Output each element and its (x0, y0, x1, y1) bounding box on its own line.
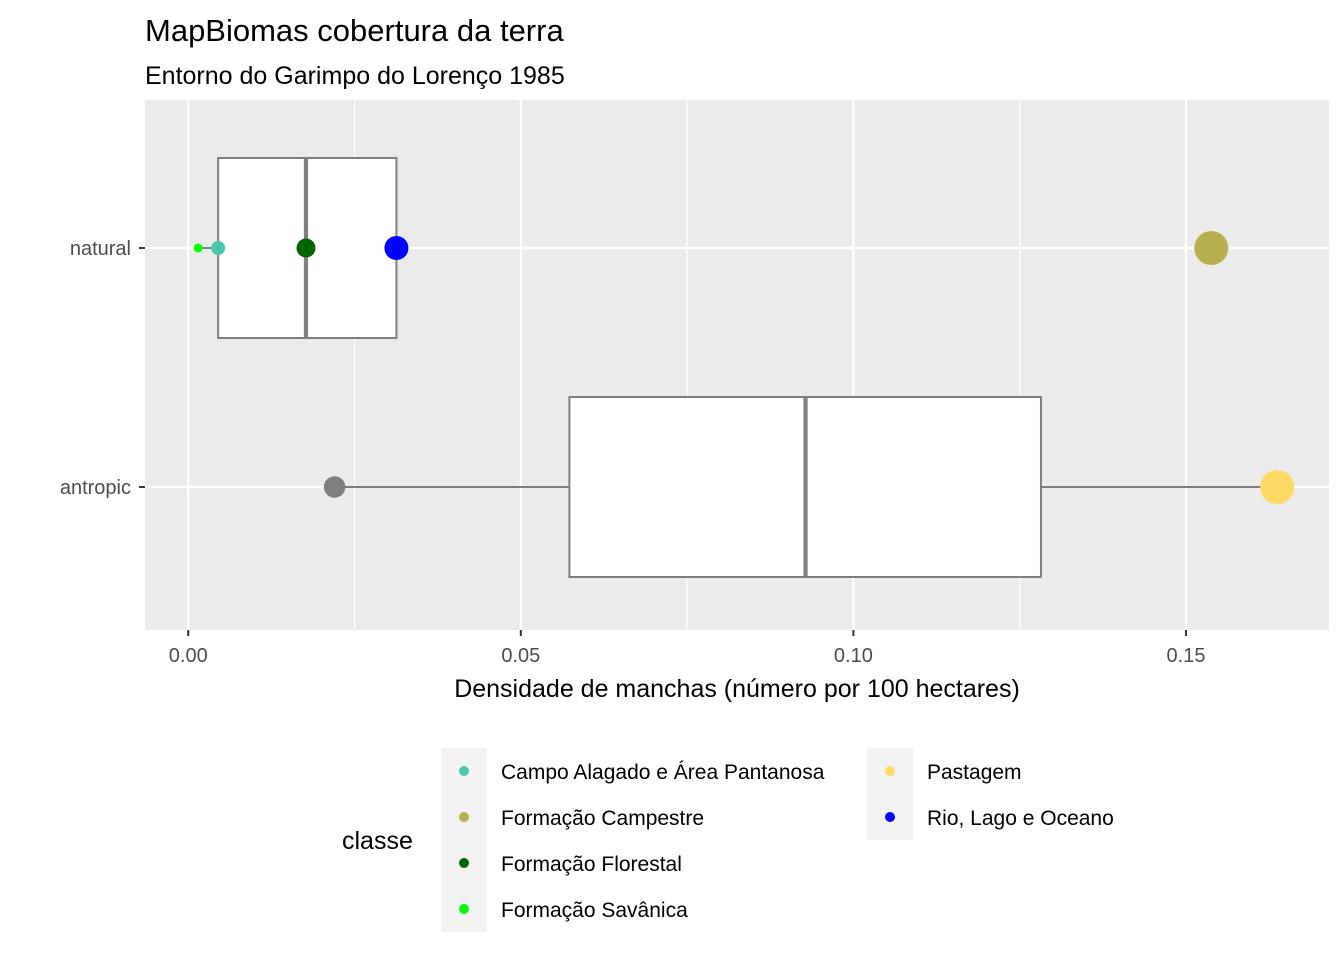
x-tick-label: 0.05 (501, 645, 540, 667)
data-point (211, 241, 226, 255)
chart-subtitle: Entorno do Garimpo do Lorenço 1985 (145, 62, 565, 90)
x-axis-title: Densidade de manchas (número por 100 hec… (454, 675, 1020, 703)
data-point (384, 236, 409, 260)
data-point (1260, 470, 1295, 504)
legend-title: classe (342, 827, 413, 855)
legend-label: Formação Florestal (501, 853, 682, 876)
data-point (193, 243, 203, 253)
y-tick-label: natural (70, 238, 131, 260)
legend-swatch (459, 812, 469, 822)
data-point (296, 238, 316, 258)
x-tick-label: 0.00 (169, 645, 208, 667)
y-tick-label: antropic (60, 477, 131, 499)
legend-label: Formação Campestre (501, 807, 704, 830)
data-point (1194, 231, 1229, 265)
x-tick-label: 0.15 (1167, 645, 1206, 667)
boxplots (198, 157, 1278, 578)
x-tick-label: 0.10 (834, 645, 873, 667)
legend-swatch (459, 858, 469, 868)
legend-label: Formação Savânica (501, 899, 688, 922)
legend-swatch (459, 904, 469, 914)
legend-label: Rio, Lago e Oceano (927, 807, 1114, 830)
data-points (193, 231, 1295, 504)
legend-swatch (885, 766, 895, 776)
legend: classe Campo Alagado e Área Pantanosa Form… (342, 748, 1114, 932)
legend-swatch (459, 766, 469, 776)
legend-label: Pastagem (927, 761, 1022, 784)
data-point (323, 476, 346, 498)
axes: 0.00 0.05 0.10 0.15 natural antropic (60, 238, 1206, 667)
legend-label: Campo Alagado e Área Pantanosa (501, 761, 825, 784)
legend-swatch (885, 812, 895, 822)
chart-title: MapBiomas cobertura da terra (145, 13, 564, 48)
